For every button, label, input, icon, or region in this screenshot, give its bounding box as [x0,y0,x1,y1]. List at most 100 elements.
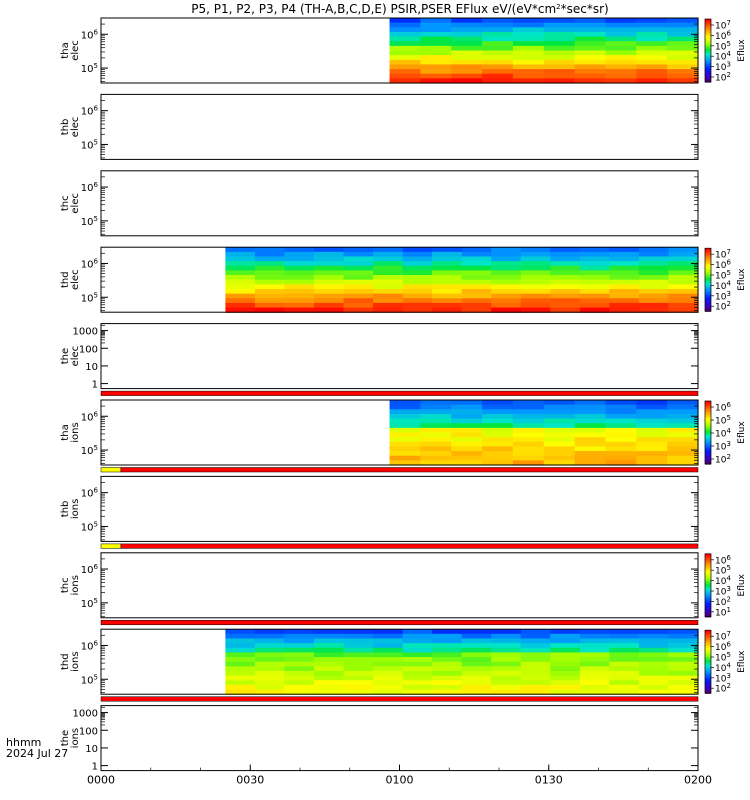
spectrogram-cell [225,279,256,285]
spectrogram-cell [313,270,345,276]
spectrogram-cell [550,307,581,313]
spectrogram-cell [550,666,581,672]
spectrogram-cell [574,451,607,457]
spectrogram-cell [461,302,492,309]
spectrogram-cell [432,261,463,267]
panel-frame [100,552,699,619]
spectrogram-cell [313,293,345,299]
spectrogram-cell [574,55,607,61]
spectrogram-cell [343,293,374,299]
colorbar-cell [705,78,711,82]
spectrogram-cell [636,432,668,438]
spectrogram-cell [389,41,421,47]
spectrogram-cell [667,451,699,457]
y-tick-label: 106 [81,487,99,500]
spectrogram-cell [512,73,545,79]
y-tick-label: 1 [92,380,98,391]
spectrogram-cell [605,36,637,42]
spectrogram-cell [520,256,551,262]
spectrogram-cell [491,633,522,640]
colorbar-cell [705,426,711,429]
spectrogram-cell [638,684,670,691]
spectrogram-cell [550,251,581,258]
colorbar-cell [705,39,711,42]
spectrogram-cell [461,638,492,644]
colorbar-cell [705,278,711,281]
spectrogram-cell [389,69,421,75]
spectrogram-cell [638,247,670,253]
spectrogram-cell [638,279,670,285]
spectrogram-cell [605,446,637,452]
spectrogram-cell [574,427,607,434]
colorbar-cell [705,282,711,286]
colorbar-cell [705,666,711,669]
colorbar-cell [705,612,711,615]
spectrogram-cell [482,41,514,47]
spectrogram-cell [254,265,286,272]
spectrogram-cell [609,657,640,663]
colorbar-cell [705,61,711,64]
colorbar-cell [705,680,711,683]
spectrogram-cell [609,275,640,281]
spectrogram-cell [343,265,374,272]
spectrogram-cell [605,69,637,75]
spectrogram-cell [609,288,640,295]
spectrogram-cell [668,302,699,309]
panel-the-ions: 1000 100 10 1 theions [60,705,699,773]
spectrogram-cell [254,680,286,686]
colorbar-cell [705,31,711,34]
spectrogram-cell [667,432,699,438]
panel-frame [100,705,699,772]
colorbar-cell [705,558,711,561]
spectrogram-cell [225,265,256,272]
colorbar-cell [705,271,711,274]
spectrogram-cell [491,247,522,253]
spectrogram-cell [225,652,256,658]
spectrogram-cell [313,288,345,295]
spectrogram-cell [579,633,610,640]
spectrogram-cell [284,684,315,691]
colorbar-cell [705,287,711,290]
spectrogram-cell [373,661,404,667]
spectrogram-cell [313,284,345,290]
spectrogram-cell [482,451,514,457]
spectrogram-cell [491,666,522,672]
spectrogram-cell [225,657,256,663]
spectrogram-cell [343,270,374,276]
colorbar-cell [705,66,711,69]
spectrogram-cell [389,50,421,56]
spectrogram-cell [668,293,699,299]
spectrogram-cell [343,643,374,649]
spectrogram-cell [313,657,345,663]
spectrogram-cell [482,78,514,84]
spectrogram-cell [512,432,545,438]
spectrogram-cell [512,441,545,448]
spectrogram-cell [512,446,545,452]
spectrogram-cell [461,647,492,654]
spectrogram-cell [284,270,315,276]
spectrogram-cell [667,31,699,38]
spectrogram-cell [420,400,452,406]
y-tick-label: 105 [81,673,98,686]
spectrogram-cell [543,73,576,79]
spectrogram-cell [373,288,404,295]
colorbar-cell [705,650,711,653]
colorbar-cell [705,423,711,426]
colorbar-cell [705,20,711,23]
spectrogram-cell [512,31,545,38]
spectrogram-cell [402,279,433,285]
spectrogram-cell [254,261,286,267]
spectrogram-cell [520,666,551,672]
colorbar-tick-label: 106 [715,401,731,414]
spectrogram-cell [638,251,670,258]
spectrogram-cell [491,284,522,290]
spectrogram-cell [520,307,551,313]
colorbar-frame [704,553,712,618]
colorbar-cell [705,668,711,671]
spectrogram-cell [461,256,492,262]
spectrogram-cell [520,302,551,309]
spectrogram-cell [432,307,463,313]
spectrogram-cell [432,275,463,281]
x-tick-label: 0130 [535,774,563,787]
spectrogram-cell [605,400,637,406]
